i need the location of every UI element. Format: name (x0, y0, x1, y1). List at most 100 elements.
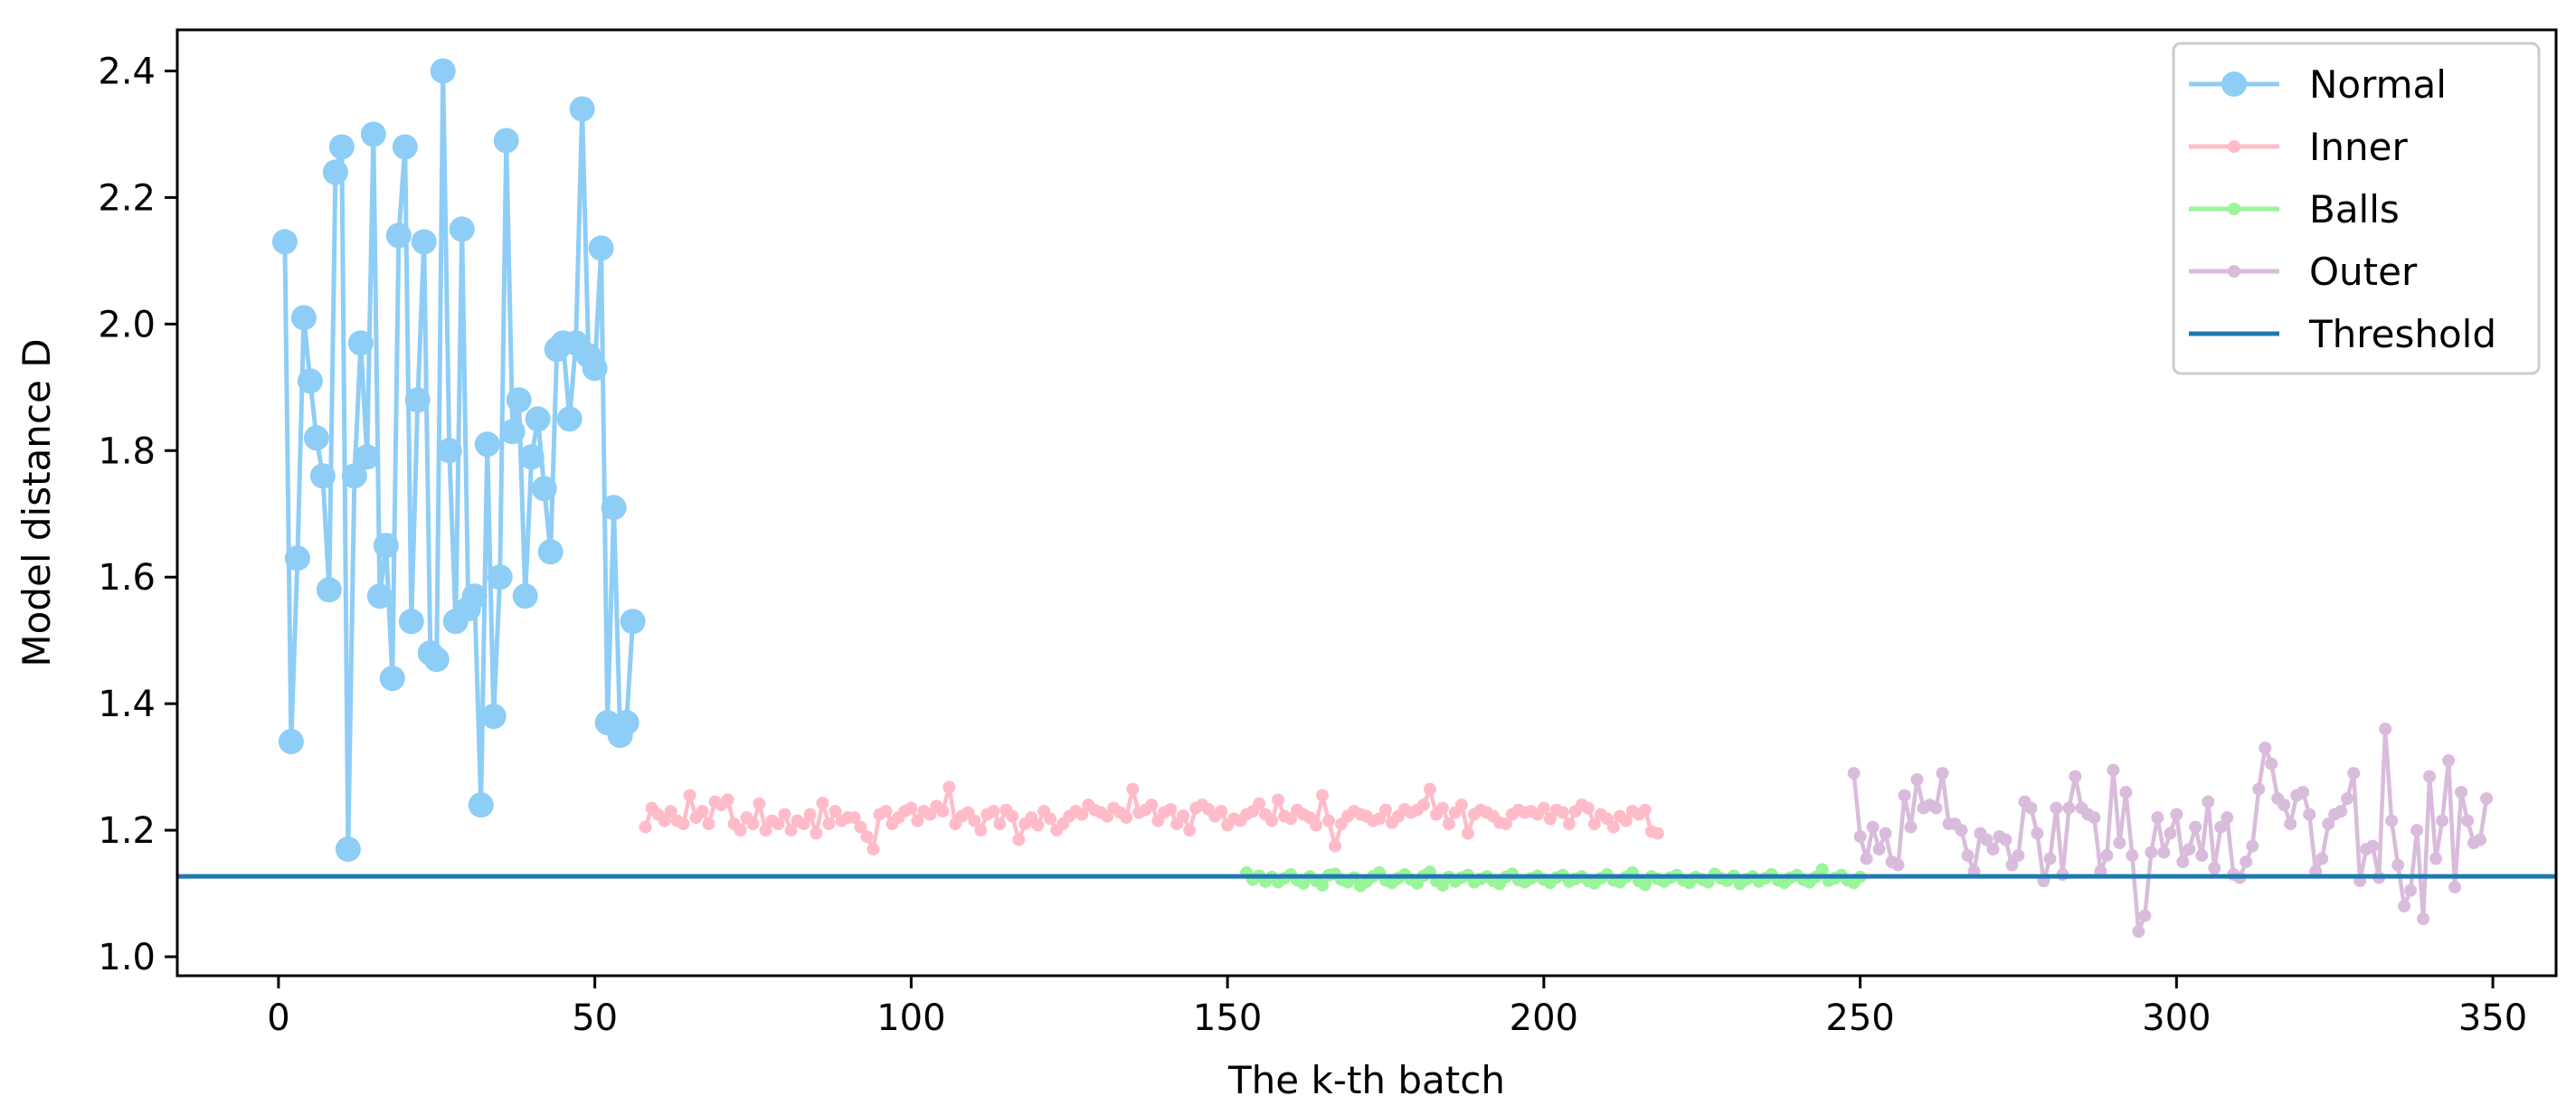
data-point (2202, 795, 2215, 808)
series-inner (639, 780, 1664, 856)
data-point (303, 425, 329, 451)
data-point (2417, 912, 2430, 926)
data-point (613, 710, 639, 736)
data-point (2442, 754, 2456, 768)
x-tick-label: 350 (2458, 997, 2527, 1039)
data-point (2474, 833, 2487, 846)
data-point (942, 780, 956, 794)
data-point (468, 792, 494, 818)
data-point (1606, 820, 1620, 834)
data-point (347, 330, 374, 356)
data-point (2334, 805, 2348, 818)
x-tick-label: 50 (572, 997, 618, 1039)
data-point (2031, 827, 2044, 840)
x-tick-label: 300 (2142, 997, 2211, 1039)
data-point (2119, 786, 2133, 799)
data-point (398, 609, 424, 635)
data-point (379, 666, 405, 692)
data-point (1310, 818, 1323, 832)
data-point (1999, 833, 2012, 846)
data-point (531, 476, 557, 502)
data-point (2176, 855, 2190, 869)
data-point (1461, 827, 1474, 840)
data-point (1145, 798, 1159, 812)
data-point (2404, 883, 2418, 897)
data-point (290, 305, 317, 331)
data-point (493, 128, 519, 154)
data-point (373, 533, 399, 559)
x-tick-label: 0 (267, 997, 289, 1039)
data-point (2100, 849, 2114, 863)
y-tick-label: 1.4 (98, 684, 156, 725)
data-point (2379, 723, 2392, 736)
legend-marker (2228, 203, 2240, 215)
data-point (2429, 852, 2443, 865)
data-point (2398, 900, 2411, 913)
data-point (797, 817, 810, 831)
data-point (1562, 817, 1576, 831)
data-point (968, 814, 981, 827)
data-point (1329, 839, 1342, 853)
data-point (1866, 820, 1880, 834)
data-point (2164, 827, 2177, 840)
data-point (1936, 767, 1949, 780)
data-point (322, 159, 348, 185)
data-point (2170, 808, 2183, 821)
data-point (759, 824, 772, 837)
data-point (556, 406, 582, 432)
data-point (449, 216, 475, 242)
data-point (1075, 808, 1089, 821)
data-point (772, 817, 785, 831)
data-point (2157, 846, 2171, 859)
data-point (2069, 770, 2082, 783)
data-point (1638, 803, 1652, 817)
data-point (2043, 852, 2057, 865)
data-point (1847, 767, 1861, 780)
data-point (1442, 817, 1455, 831)
data-point (696, 805, 709, 818)
data-point (518, 444, 545, 470)
legend-item-outer: Outer (2189, 250, 2418, 294)
data-point (734, 824, 747, 837)
data-point (1322, 814, 1336, 827)
y-axis-title: Model distance D (14, 338, 59, 666)
legend-marker (2228, 265, 2240, 278)
data-point (284, 545, 310, 572)
data-point (601, 495, 627, 521)
data-point (1215, 805, 1228, 818)
data-point (1581, 801, 1595, 815)
data-point (1423, 782, 1436, 796)
data-point (860, 830, 874, 844)
data-point (2138, 909, 2152, 922)
data-point (677, 817, 690, 831)
data-point (404, 387, 431, 413)
data-point (854, 820, 867, 834)
data-point (620, 609, 646, 635)
series-outer (1847, 723, 2494, 939)
data-point (2423, 770, 2437, 783)
data-point (1891, 858, 1905, 872)
data-point (588, 235, 614, 261)
data-point (2265, 757, 2278, 770)
data-point (582, 355, 608, 382)
data-point (392, 134, 418, 160)
data-point (810, 827, 823, 840)
data-point (360, 121, 386, 147)
data-point (2278, 798, 2291, 812)
data-point (366, 583, 393, 609)
data-point (480, 704, 507, 730)
legend-label: Normal (2309, 62, 2447, 107)
data-point (2322, 817, 2335, 831)
data-point (867, 843, 880, 856)
data-point (702, 817, 715, 831)
data-point (1183, 824, 1197, 837)
data-point (784, 824, 798, 837)
x-tick-label: 150 (1193, 997, 1262, 1039)
legend-item-threshold: Threshold (2189, 312, 2496, 356)
data-point (658, 814, 671, 827)
data-point (2132, 925, 2145, 939)
data-point (2145, 846, 2158, 859)
data-point (512, 583, 538, 609)
data-point (1929, 801, 1943, 815)
